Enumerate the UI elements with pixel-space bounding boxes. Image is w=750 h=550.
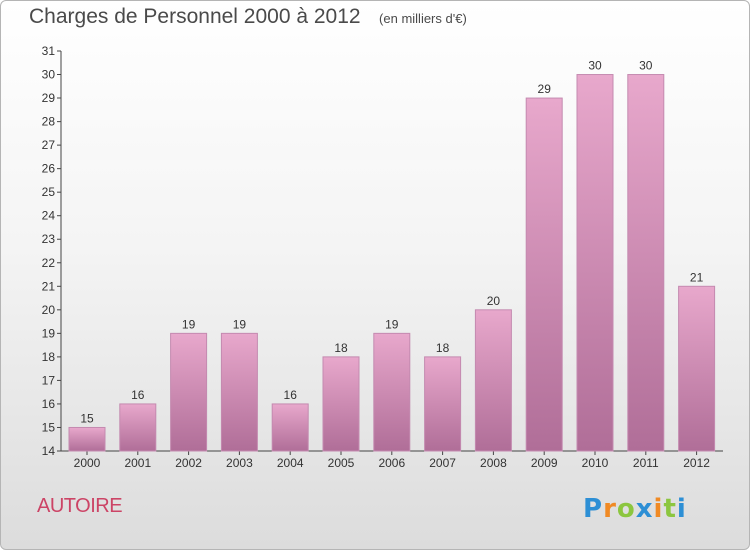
bar-series: 15 16 19 19 16 18 19 18 20 29 30 30 21: [68, 59, 716, 452]
y-tick-label: 16: [42, 397, 56, 411]
bar: [474, 309, 512, 452]
y-tick-label: 21: [42, 279, 56, 293]
proxiti-logo: Proxiti: [583, 494, 687, 524]
x-tick-label: 2001: [124, 456, 151, 470]
bar: [373, 332, 411, 452]
bar: [627, 74, 665, 452]
bar: [525, 97, 563, 452]
y-tick-label: 24: [42, 209, 56, 223]
bar-value-label: 16: [284, 388, 298, 402]
bar-value-label: 15: [80, 411, 94, 425]
x-tick-label: 2012: [683, 456, 710, 470]
y-tick-label: 26: [42, 162, 56, 176]
bar-value-label: 29: [538, 82, 552, 96]
x-tick-label: 2005: [328, 456, 355, 470]
bar: [220, 332, 258, 452]
bar: [322, 356, 360, 452]
x-tick-label: 2009: [531, 456, 558, 470]
bar: [576, 74, 614, 452]
y-tick-label: 17: [42, 373, 56, 387]
y-tick-label: 30: [42, 68, 56, 82]
x-tick-label: 2002: [175, 456, 202, 470]
bar-value-label: 20: [487, 294, 501, 308]
bar-value-label: 18: [436, 341, 450, 355]
bar-value-label: 30: [588, 59, 602, 73]
y-tick-label: 23: [42, 232, 56, 246]
y-tick-label: 29: [42, 91, 56, 105]
y-axis: 14 15 16 17 18 19 20 21 22 23 24 25 26 27 28 29 30 31: [42, 44, 62, 458]
x-tick-label: 2004: [277, 456, 304, 470]
chart-title-block: Charges de Personnel 2000 à 2012 (en mil…: [29, 5, 467, 29]
bar: [424, 356, 462, 452]
y-tick-label: 19: [42, 326, 56, 340]
x-tick-label: 2003: [226, 456, 253, 470]
bar-value-label: 30: [639, 59, 653, 73]
y-tick-label: 27: [42, 138, 56, 152]
x-tick-label: 2008: [480, 456, 507, 470]
bar: [170, 332, 208, 452]
chart-subtitle: (en milliers d'€): [379, 11, 467, 26]
y-tick-label: 22: [42, 256, 56, 270]
x-tick-label: 2011: [633, 456, 659, 470]
bar-value-label: 18: [334, 341, 348, 355]
x-tick-label: 2007: [429, 456, 456, 470]
x-tick-label: 2006: [378, 456, 405, 470]
y-tick-label: 25: [42, 185, 56, 199]
x-tick-label: 2000: [74, 456, 101, 470]
bar-value-label: 19: [385, 317, 399, 331]
y-tick-label: 15: [42, 420, 56, 434]
chart-title: Charges de Personnel 2000 à 2012: [29, 5, 361, 28]
bar-value-label: 19: [182, 317, 196, 331]
svg-text:Proxiti: Proxiti: [583, 494, 687, 524]
y-tick-label: 31: [42, 44, 56, 58]
bar: [119, 403, 157, 452]
bar: [678, 285, 716, 452]
bar-value-label: 21: [690, 270, 704, 284]
bar: [68, 426, 106, 452]
y-tick-label: 28: [42, 115, 56, 129]
y-tick-label: 14: [42, 444, 56, 458]
y-tick-label: 20: [42, 303, 56, 317]
x-axis: 2000 2001 2002 2003 2004 2005 2006 2007 2008 2009…: [61, 450, 723, 470]
commune-name: AUTOIRE: [37, 495, 123, 517]
y-tick-label: 18: [42, 350, 56, 364]
bar-value-label: 19: [233, 317, 247, 331]
bar-value-label: 16: [131, 388, 145, 402]
bar: [271, 403, 309, 452]
x-tick-label: 2010: [582, 456, 609, 470]
